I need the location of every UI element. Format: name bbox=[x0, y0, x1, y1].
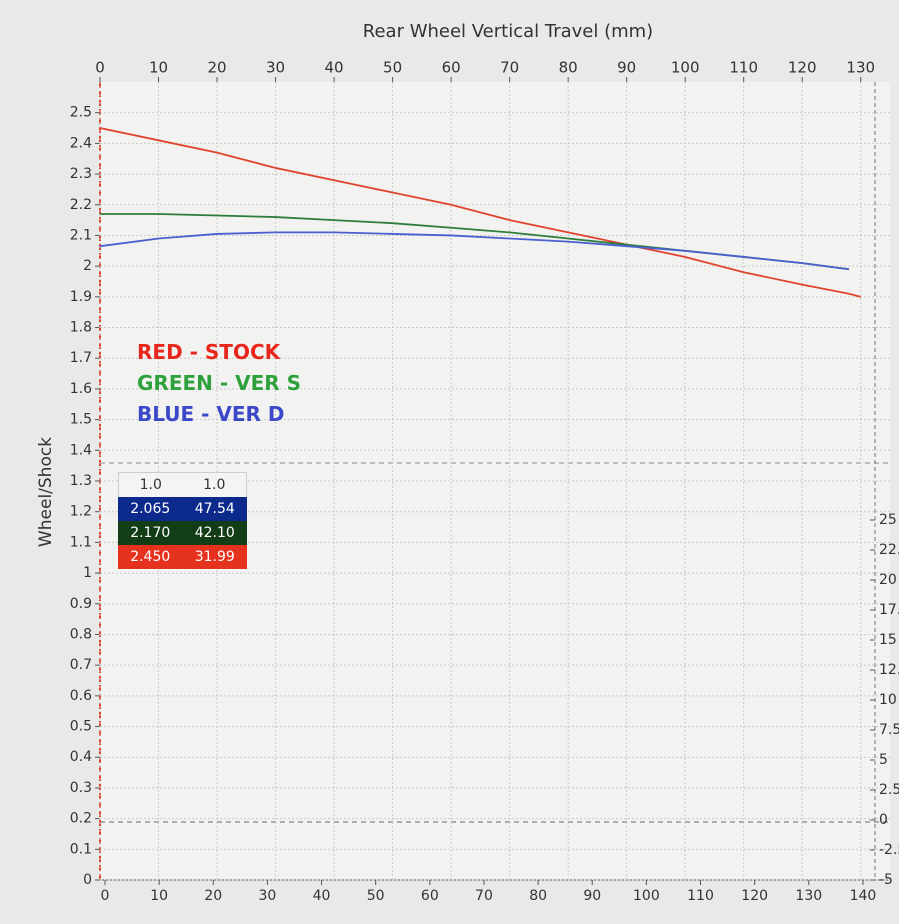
readout-header: 1.0 1.0 bbox=[118, 472, 247, 497]
y2-tick-label: 20 bbox=[879, 572, 897, 588]
readout-cell: 31.99 bbox=[194, 549, 235, 565]
y-tick-label: 1.7 bbox=[70, 350, 92, 366]
y-tick-label: 1.6 bbox=[70, 381, 92, 397]
y-tick-label: 0.6 bbox=[70, 688, 92, 704]
y2-tick-label: 15 bbox=[879, 632, 897, 648]
y-tick-label: 1.8 bbox=[70, 320, 92, 336]
header-cell: 1.0 bbox=[203, 477, 226, 493]
y2-tick-label: 2.5 bbox=[879, 782, 899, 798]
y-tick-label: 1 bbox=[83, 565, 92, 581]
y-tick-label: 0.2 bbox=[70, 811, 92, 827]
x2-tick-label: 90 bbox=[583, 888, 601, 904]
x-tick-label: 90 bbox=[617, 59, 636, 77]
chart-title: Rear Wheel Vertical Travel (mm) bbox=[363, 21, 653, 42]
y-tick-label: 2.2 bbox=[70, 197, 92, 213]
y-tick-label: 2.5 bbox=[70, 105, 92, 121]
y-tick-label: 1.1 bbox=[70, 534, 92, 550]
y2-tick-label: 7.5 bbox=[879, 722, 899, 738]
x2-tick-label: 0 bbox=[101, 888, 110, 904]
x2-tick-label: 60 bbox=[421, 888, 439, 904]
series-line bbox=[99, 231, 850, 271]
x2-tick-label: 30 bbox=[258, 888, 276, 904]
x2-tick-label: 20 bbox=[204, 888, 222, 904]
y-tick-label: 2.1 bbox=[70, 227, 92, 243]
y-axis-label: Wheel/Shock bbox=[36, 437, 56, 547]
x-tick-label: 30 bbox=[266, 59, 285, 77]
y-tick-label: 1.4 bbox=[70, 442, 92, 458]
y2-tick-label: 17.5 bbox=[879, 602, 899, 618]
y2-tick-label: 10 bbox=[879, 692, 897, 708]
y-tick-label: 2 bbox=[83, 258, 92, 274]
x-tick-label: 70 bbox=[500, 59, 519, 77]
readout-cell: 42.10 bbox=[194, 525, 235, 541]
y-tick-label: 2.3 bbox=[70, 166, 92, 182]
readout-row: 2.170 42.10 bbox=[118, 521, 247, 545]
y-tick-label: 0.5 bbox=[70, 719, 92, 735]
x-tick-label: 20 bbox=[207, 59, 226, 77]
y-tick-label: 0.9 bbox=[70, 596, 92, 612]
x2-tick-label: 70 bbox=[475, 888, 493, 904]
readout-cell: 2.170 bbox=[130, 525, 171, 541]
x2-tick-label: 120 bbox=[741, 888, 768, 904]
y2-tick-label: 12.5 bbox=[879, 662, 899, 678]
x-tick-label: 120 bbox=[788, 59, 817, 77]
y2-tick-label: 25 bbox=[879, 512, 897, 528]
y-tick-label: 0 bbox=[83, 872, 92, 888]
x-tick-label: 40 bbox=[325, 59, 344, 77]
readout-cell: 2.450 bbox=[130, 549, 171, 565]
y-tick-label: 1.5 bbox=[70, 412, 92, 428]
x-tick-label: 110 bbox=[729, 59, 758, 77]
x-tick-label: 100 bbox=[671, 59, 700, 77]
x-tick-label: 10 bbox=[149, 59, 168, 77]
y-tick-label: 2.4 bbox=[70, 135, 92, 151]
y-tick-label: 0.4 bbox=[70, 749, 92, 765]
y2-tick-label: -5 bbox=[879, 872, 893, 888]
y2-tick-label: 0 bbox=[879, 812, 888, 828]
series-line bbox=[99, 127, 861, 298]
x2-tick-label: 100 bbox=[633, 888, 660, 904]
header-cell: 1.0 bbox=[139, 477, 162, 493]
x-tick-label: 80 bbox=[559, 59, 578, 77]
readout-cell: 47.54 bbox=[194, 501, 235, 517]
x2-tick-label: 130 bbox=[795, 888, 822, 904]
annotation: GREEN - VER S bbox=[137, 371, 302, 395]
y-tick-label: 0.3 bbox=[70, 780, 92, 796]
x-tick-label: 50 bbox=[383, 59, 402, 77]
annotation: RED - STOCK bbox=[137, 340, 281, 364]
y2-tick-label: 5 bbox=[879, 752, 888, 768]
annotation: BLUE - VER D bbox=[137, 402, 285, 426]
x2-tick-label: 140 bbox=[850, 888, 877, 904]
readout-cell: 2.065 bbox=[130, 501, 171, 517]
y-tick-label: 1.2 bbox=[70, 504, 92, 520]
x-tick-label: 0 bbox=[95, 59, 105, 77]
y-tick-label: 1.3 bbox=[70, 473, 92, 489]
x2-tick-label: 110 bbox=[687, 888, 714, 904]
readout-row: 2.065 47.54 bbox=[118, 497, 247, 521]
x2-tick-label: 40 bbox=[313, 888, 331, 904]
x2-tick-label: 80 bbox=[529, 888, 547, 904]
readout-table: 1.0 1.0 2.065 47.54 2.170 42.10 2.450 31.99 bbox=[118, 472, 247, 569]
y-tick-label: 0.8 bbox=[70, 626, 92, 642]
x-tick-label: 130 bbox=[846, 59, 875, 77]
y-tick-label: 0.7 bbox=[70, 657, 92, 673]
x2-tick-label: 50 bbox=[367, 888, 385, 904]
y2-tick-label: -2.5 bbox=[879, 842, 899, 858]
x2-tick-label: 10 bbox=[150, 888, 168, 904]
y-tick-label: 0.1 bbox=[70, 841, 92, 857]
y-tick-label: 1.9 bbox=[70, 289, 92, 305]
readout-row: 2.450 31.99 bbox=[118, 545, 247, 569]
y2-tick-label: 22.5 bbox=[879, 542, 899, 558]
x-tick-label: 60 bbox=[442, 59, 461, 77]
